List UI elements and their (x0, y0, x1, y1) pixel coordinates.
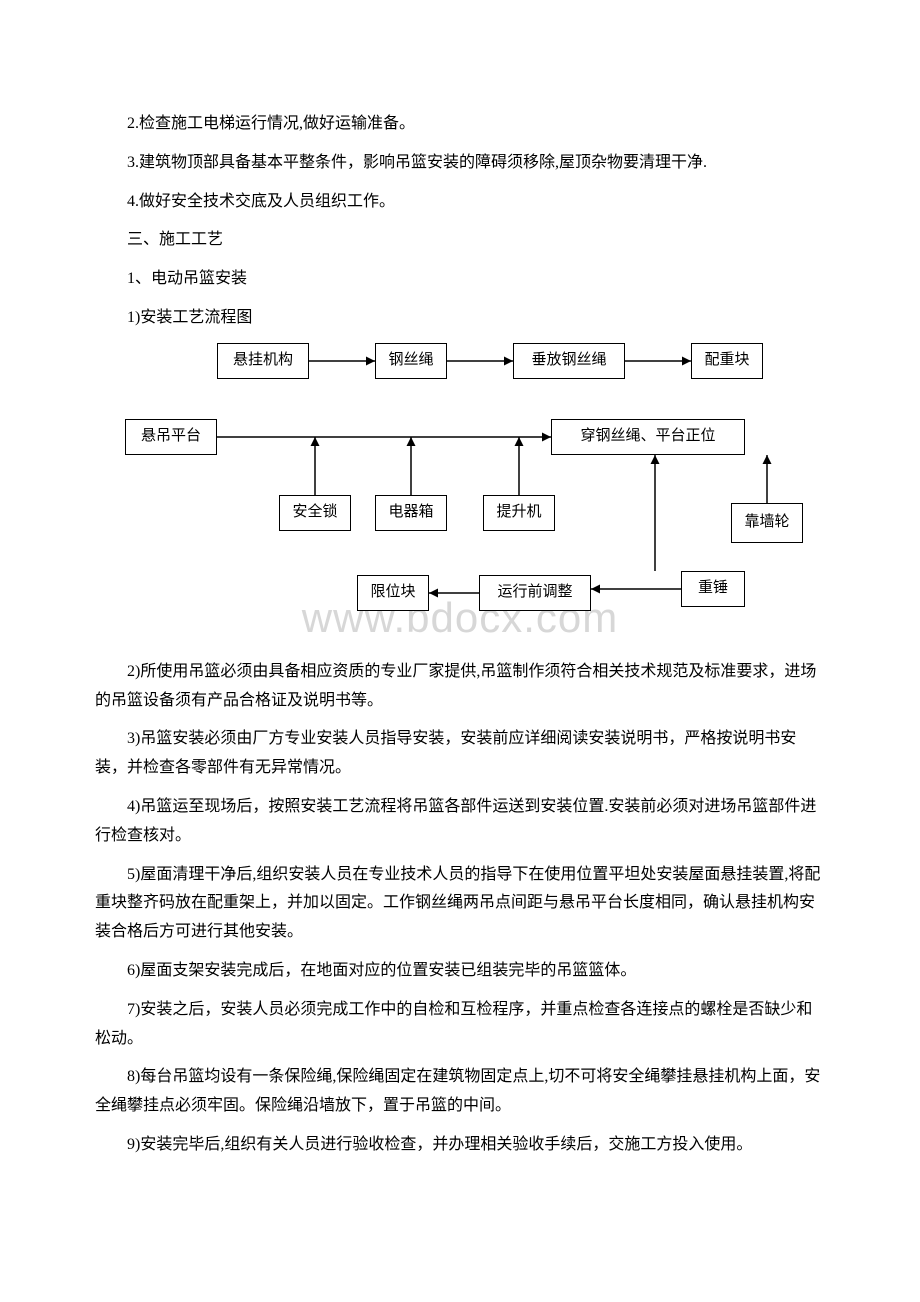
para-2: 2.检查施工电梯运行情况,做好运输准备。 (95, 110, 825, 139)
para-13: 8)每台吊篮均设有一条保险绳,保险绳固定在建筑物固定点上,切不可将安全绳攀挂悬挂… (95, 1063, 825, 1121)
para-11: 6)屋面支架安装完成后，在地面对应的位置安装已组装完毕的吊篮篮体。 (95, 957, 825, 986)
flow-node-n9: 提升机 (483, 495, 555, 531)
install-flowchart: 悬挂机构 钢丝绳 垂放钢丝绳 配重块悬吊平台 穿钢丝绳、平台正位安全锁电器箱提升机 靠墙轮… (95, 343, 825, 638)
flow-node-n2: 钢丝绳 (375, 343, 447, 379)
para-7: 2)所使用吊篮必须由具备相应资质的专业厂家提供,吊篮制作须符合相关技术规范及标准… (95, 658, 825, 716)
para-14: 9)安装完毕后,组织有关人员进行验收检查，并办理相关验收手续后，交施工方投入使用… (95, 1131, 825, 1160)
flow-node-n4: 配重块 (691, 343, 763, 379)
flow-node-n6: 穿钢丝绳、平台正位 (551, 419, 745, 455)
section-3-title: 三、施工工艺 (95, 226, 825, 255)
para-3: 3.建筑物顶部具备基本平整条件，影响吊篮安装的障碍须移除,屋顶杂物要清理干净. (95, 149, 825, 178)
para-install-title: 1、电动吊篮安装 (95, 265, 825, 294)
flow-node-n10: 靠墙轮 (731, 503, 803, 543)
flow-node-n5: 悬吊平台 (125, 419, 217, 455)
para-12: 7)安装之后，安装人员必须完成工作中的自检和互检程序，并重点检查各连接点的螺栓是… (95, 996, 825, 1054)
flow-node-n7: 安全锁 (279, 495, 351, 531)
para-9: 4)吊篮运至现场后，按照安装工艺流程将吊篮各部件运送到安装位置.安装前必须对进场… (95, 793, 825, 851)
flow-node-n13: 重锤 (681, 571, 745, 607)
flow-node-n3: 垂放钢丝绳 (513, 343, 625, 379)
para-4: 4.做好安全技术交底及人员组织工作。 (95, 188, 825, 217)
para-flow-title: 1)安装工艺流程图 (95, 304, 825, 333)
flow-node-n8: 电器箱 (375, 495, 447, 531)
flow-node-n12: 运行前调整 (479, 575, 591, 611)
flow-node-n11: 限位块 (357, 575, 429, 611)
para-10: 5)屋面清理干净后,组织安装人员在专业技术人员的指导下在使用位置平坦处安装屋面悬… (95, 861, 825, 947)
para-8: 3)吊篮安装必须由厂方专业安装人员指导安装，安装前应详细阅读安装说明书，严格按说… (95, 725, 825, 783)
flow-node-n1: 悬挂机构 (217, 343, 309, 379)
